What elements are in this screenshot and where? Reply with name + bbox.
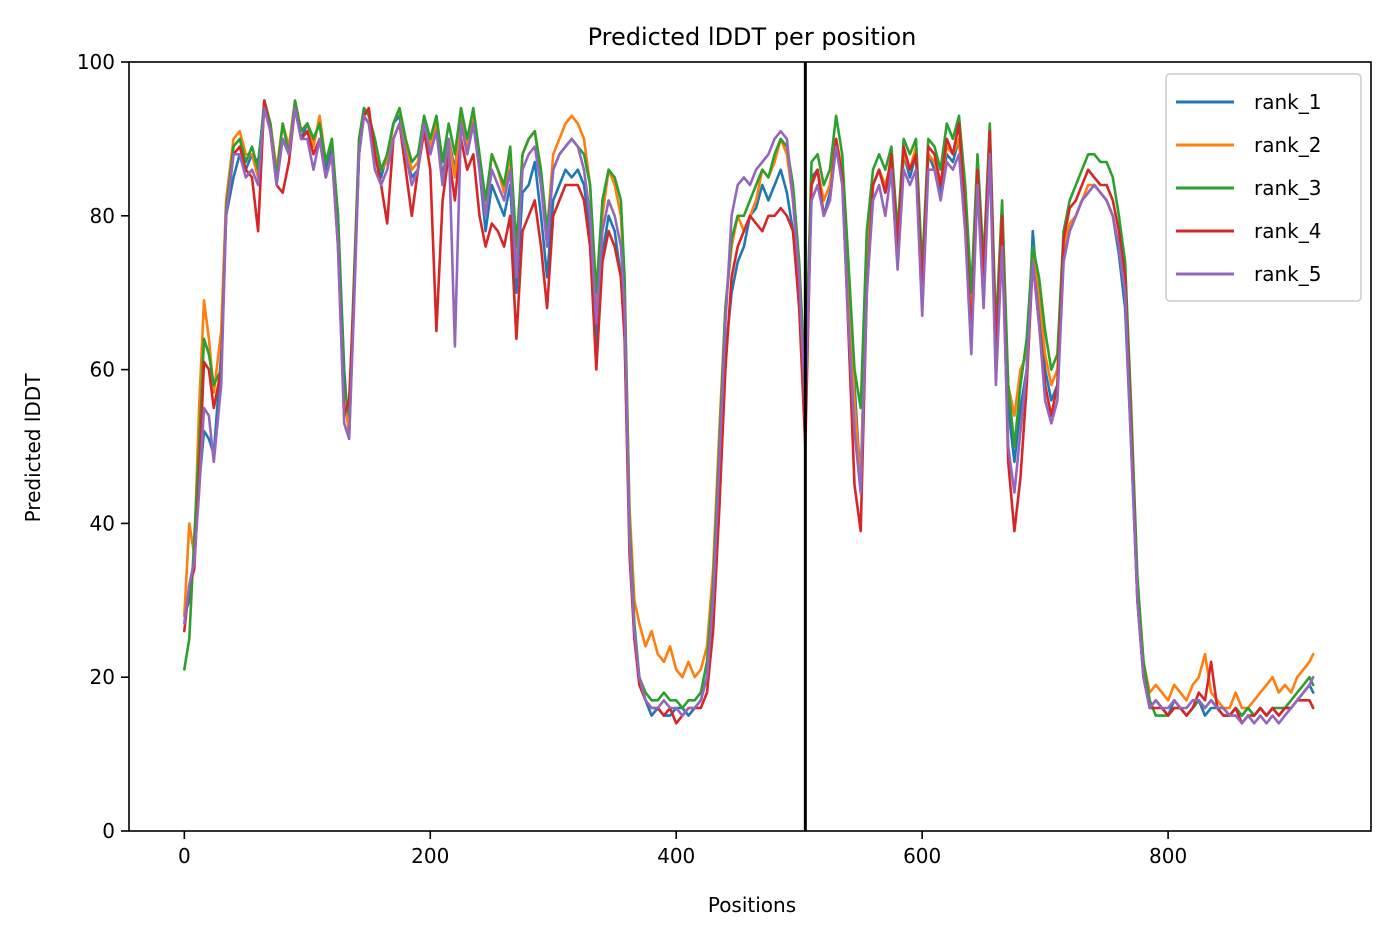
legend-entry-label: rank_5 <box>1254 262 1321 286</box>
series-group <box>183 99 1315 725</box>
axes: 0 200 400 600 800 0 20 40 60 80 100 <box>77 50 1372 868</box>
legend-entry-label: rank_3 <box>1254 176 1321 200</box>
legend: rank_1 rank_2 rank_3 rank_4 rank_5 <box>1165 73 1362 302</box>
x-tick-label: 200 <box>411 844 449 868</box>
x-axis-label: Positions <box>708 893 796 917</box>
plot-area <box>183 62 1315 831</box>
y-axis-label: Predicted lDDT <box>21 373 45 523</box>
y-tick-label: 60 <box>90 358 115 382</box>
axes-frame <box>128 61 1372 832</box>
x-tick-label: 0 <box>178 844 191 868</box>
y-tick-label: 20 <box>90 665 115 689</box>
legend-entry-label: rank_4 <box>1254 219 1321 243</box>
y-tick-label: 40 <box>90 511 115 535</box>
x-tick-label: 800 <box>1149 844 1187 868</box>
series-line-rank-5 <box>183 106 1315 725</box>
x-tick-label: 400 <box>657 844 695 868</box>
series-line-rank-4 <box>183 99 1315 725</box>
legend-entry-label: rank_2 <box>1254 133 1321 157</box>
legend-box <box>1165 73 1362 302</box>
y-tick-label: 80 <box>90 204 115 228</box>
series-line-rank-3 <box>183 99 1315 717</box>
x-tick-label: 600 <box>903 844 941 868</box>
chart-title: Predicted lDDT per position <box>588 23 917 51</box>
y-tick-label: 0 <box>102 819 115 843</box>
y-tick-label: 100 <box>77 50 115 74</box>
legend-entry-label: rank_1 <box>1254 90 1321 114</box>
